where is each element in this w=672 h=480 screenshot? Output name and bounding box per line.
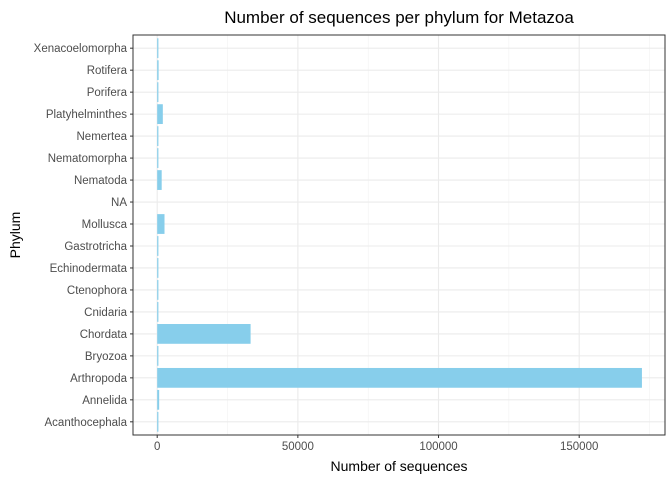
y-tick-label: Bryozoa xyxy=(85,351,128,363)
bar-acanthocephala xyxy=(157,411,159,432)
y-tick-label: Acanthocephala xyxy=(45,417,128,429)
y-tick-label: Gastrotricha xyxy=(64,241,127,253)
y-tick-label: Cnidaria xyxy=(84,307,127,319)
bar-nemertea xyxy=(157,126,159,146)
panel-border xyxy=(132,34,666,436)
y-tick-label: Nematomorpha xyxy=(48,153,128,165)
y-tick-label: Nemertea xyxy=(77,131,128,143)
bar-mollusca xyxy=(157,214,165,234)
x-axis-ticks: 0 50000 100000 150000 xyxy=(154,435,598,453)
bar-cnidaria xyxy=(157,302,159,322)
y-tick-label: Chordata xyxy=(80,329,128,341)
bar-annelida xyxy=(157,389,160,410)
bar-nematoda xyxy=(157,170,162,190)
chart-title: Number of sequences per phylum for Metaz… xyxy=(224,8,574,27)
x-tick-label: 100000 xyxy=(419,441,457,453)
bar-chordata xyxy=(157,324,251,344)
bar-platyhelminthes xyxy=(157,104,163,125)
bar-xenacoelomorpha xyxy=(157,38,159,59)
bar-nematomorpha xyxy=(157,148,159,168)
bar-porifera xyxy=(157,82,159,103)
bar-rotifera xyxy=(157,60,159,81)
x-tick-label: 150000 xyxy=(560,441,598,453)
y-tick-label: Mollusca xyxy=(82,219,128,231)
y-tick-label: Nematoda xyxy=(74,175,128,187)
bar-gastrotricha xyxy=(157,236,159,256)
bar-echinodermata xyxy=(157,258,159,278)
x-tick-label: 50000 xyxy=(282,441,314,453)
y-tick-label: Platyhelminthes xyxy=(46,109,127,121)
y-tick-label: Xenacoelomorpha xyxy=(34,43,128,55)
y-tick-label: NA xyxy=(111,197,127,209)
bar-arthropoda xyxy=(157,367,642,388)
y-axis-title: Phylum xyxy=(7,212,23,259)
y-tick-label: Porifera xyxy=(87,87,128,99)
bars xyxy=(157,38,642,432)
y-axis-ticks: Acanthocephala Annelida Arthropoda Bryozoa C… xyxy=(34,43,133,429)
y-tick-label: Echinodermata xyxy=(50,263,128,275)
y-tick-label: Arthropoda xyxy=(70,373,128,385)
y-tick-label: Ctenophora xyxy=(67,285,128,297)
bar-bryozoa xyxy=(157,345,159,366)
y-tick-label: Annelida xyxy=(82,395,127,407)
y-tick-label: Rotifera xyxy=(87,65,128,77)
x-axis-title: Number of sequences xyxy=(331,458,468,474)
bar-ctenophora xyxy=(157,280,159,300)
x-tick-label: 0 xyxy=(154,441,160,453)
